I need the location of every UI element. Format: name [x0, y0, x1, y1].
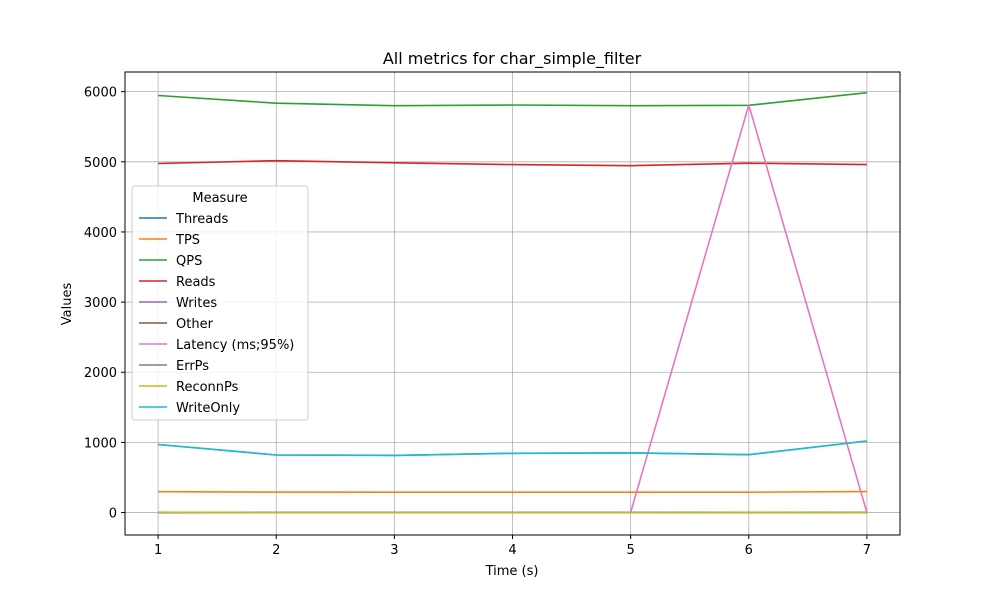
y-tick-label: 3000 — [84, 296, 117, 311]
x-tick-label: 5 — [626, 543, 634, 558]
legend-label-threads: Threads — [175, 212, 228, 227]
chart-title: All metrics for char_simple_filter — [383, 49, 642, 69]
legend-title: Measure — [192, 191, 247, 206]
x-tick-label: 7 — [863, 543, 871, 558]
legend-label-writes: Writes — [176, 296, 217, 311]
y-tick-label: 6000 — [84, 86, 117, 101]
legend-label-latency-ms-95: Latency (ms;95%) — [176, 338, 294, 353]
legend-label-tps: TPS — [175, 233, 200, 248]
y-tick-label: 4000 — [84, 226, 117, 241]
x-axis-label: Time (s) — [485, 564, 539, 579]
y-tick-label: 0 — [109, 507, 117, 522]
x-tick-label: 4 — [508, 543, 516, 558]
y-tick-label: 5000 — [84, 156, 117, 171]
legend-label-qps: QPS — [176, 254, 202, 269]
y-tick-label: 2000 — [84, 366, 117, 381]
x-tick-label: 6 — [745, 543, 753, 558]
legend-label-errps: ErrPs — [176, 359, 209, 374]
x-tick-label: 3 — [390, 543, 398, 558]
x-tick-label: 2 — [272, 543, 280, 558]
legend-label-reconnps: ReconnPs — [176, 380, 239, 395]
legend-label-reads: Reads — [176, 275, 216, 290]
x-tick-label: 1 — [154, 543, 162, 558]
legend: Measure Threads TPS QPS Reads Writes Other Lat… — [132, 186, 308, 420]
series-line-tps — [158, 492, 867, 493]
y-axis-label: Values — [60, 283, 75, 326]
y-tick-label: 1000 — [84, 436, 117, 451]
legend-label-other: Other — [176, 317, 214, 332]
legend-label-writeonly: WriteOnly — [176, 401, 240, 416]
